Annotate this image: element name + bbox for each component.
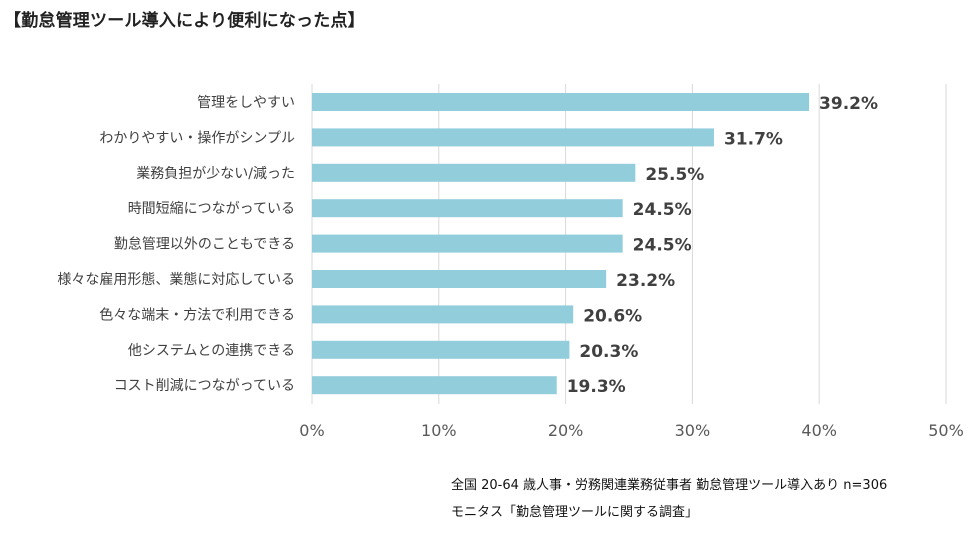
chart-title: 【勤怠管理ツール導入により便利になった点】 [4,11,365,31]
category-label: 管理をしやすい [197,95,295,111]
data-label: 25.5% [645,165,704,185]
bar [312,199,623,218]
x-tick-label: 50% [928,421,964,440]
x-tick-label: 40% [801,421,837,440]
category-label: コスト削減につながっている [114,377,295,394]
category-label: わかりやすい・操作がシンプル [99,130,295,146]
bar [312,93,810,111]
data-label: 20.6% [583,306,642,326]
bar [312,340,570,359]
bar [312,270,607,288]
category-label: 勤怠管理以外のこともできる [114,237,295,253]
footnote-sample: 全国 20-64 歳人事・労務関連業務従事者 勤怠管理ツール導入あり n=306 [451,478,888,493]
category-label: 色々な端末・方法で利用できる [99,306,295,323]
category-label: 他システムとの連携できる [128,343,295,359]
data-label: 20.3% [579,342,638,362]
category-labels: 管理をしやすいわかりやすい・操作がシンプル業務負担が少ない/減った時間短縮につな… [57,95,295,394]
x-axis-ticks: 0% 10% 20% 30% 40% 50% [299,421,963,440]
bar [312,376,557,395]
bar [312,163,636,182]
category-label: 時間短縮につながっている [128,201,295,217]
x-tick-label: 0% [299,421,324,440]
x-tick-label: 20% [548,421,584,440]
footnote-source: モニタス「勤怠管理ツールに関する調査」 [451,505,699,520]
bar [312,234,623,253]
data-label: 19.3% [567,377,626,397]
bar [312,305,574,324]
data-label: 24.5% [633,200,692,220]
x-tick-label: 10% [421,421,457,440]
data-label: 24.5% [633,236,692,256]
data-label: 31.7% [724,129,783,149]
data-label: 23.2% [616,271,675,291]
data-label: 39.2% [819,94,878,114]
bar [312,128,714,147]
category-label: 業務負担が少ない/減った [136,165,295,182]
x-tick-label: 30% [675,421,711,440]
bars [312,93,810,395]
value-labels: 39.2% 31.7% 25.5% 24.5% 24.5% 23.2% 20.6% 20.3%… [567,94,878,397]
category-label: 様々な雇用形態、業態に対応している [57,271,295,288]
